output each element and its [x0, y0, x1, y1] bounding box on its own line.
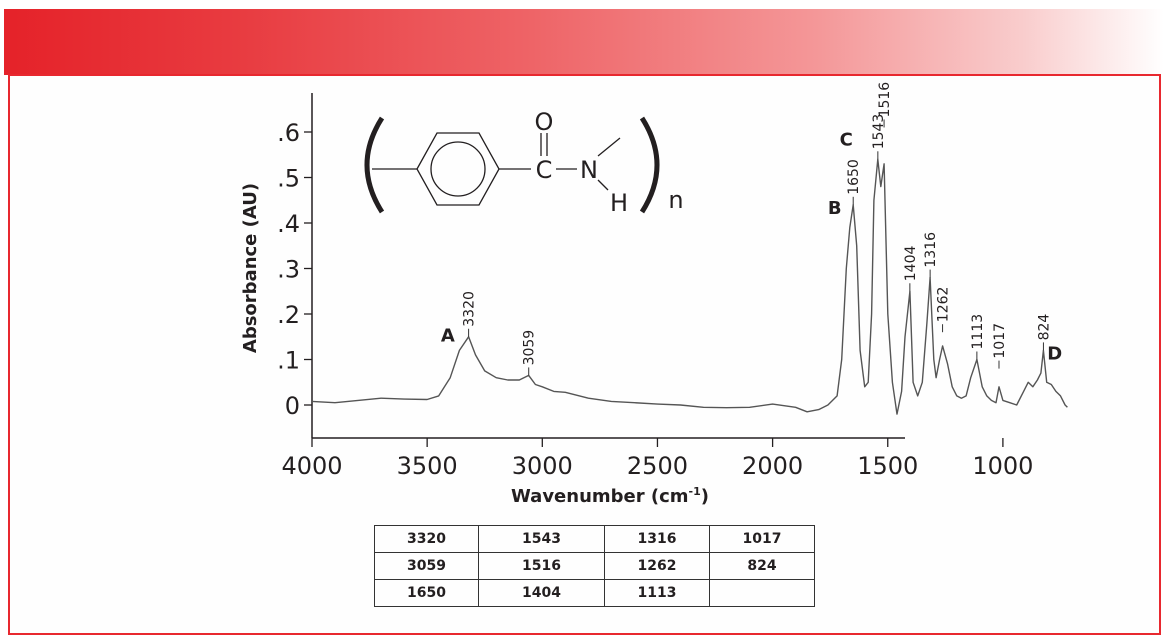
atom-nitrogen: N — [580, 156, 598, 184]
peak-label: 3320 — [462, 291, 478, 327]
y-axis-label: Absorbance (AU) — [240, 183, 261, 353]
axes — [311, 93, 905, 439]
header-banner — [4, 9, 1164, 75]
peak-label: 1516 — [877, 82, 893, 118]
y-tick-label: .1 — [277, 347, 300, 375]
peak-label: 1650 — [846, 159, 862, 195]
table-cell: 1516 — [478, 552, 605, 580]
x-tick-label: 3000 — [512, 452, 573, 480]
y-ticks: 0 .1 .2 .3 .4 .5 .6 — [277, 119, 312, 420]
y-tick-label: .3 — [277, 256, 300, 284]
subscript-n: n — [668, 186, 683, 214]
y-tick-label: .2 — [277, 301, 300, 329]
peak-table: 3320 1543 1316 1017 3059 1516 1262 824 1650 1404 1… — [374, 525, 815, 607]
table-row: 3320 1543 1316 1017 — [374, 525, 815, 553]
peak-label: 824 — [1036, 314, 1052, 341]
benzene-ring — [416, 132, 500, 206]
atom-oxygen: O — [535, 108, 554, 136]
x-tick-label: 1000 — [972, 452, 1033, 480]
left-bracket — [364, 116, 385, 214]
peak-label: 1543 — [871, 114, 887, 150]
peak-label: 1404 — [903, 246, 919, 282]
y-tick-label: .6 — [277, 119, 300, 147]
table-cell: 1543 — [478, 525, 605, 553]
table-cell: 1262 — [604, 552, 710, 580]
y-tick-label: .4 — [277, 210, 300, 238]
table-cell: 1017 — [709, 525, 815, 553]
table-cell: 1316 — [604, 525, 710, 553]
x-tick-label: 2500 — [627, 452, 688, 480]
table-row: 1650 1404 1113 — [374, 579, 815, 607]
y-tick-label: 0 — [285, 392, 300, 420]
atom-hydrogen: H — [610, 189, 628, 217]
table-cell: 1404 — [478, 579, 605, 607]
peak-label: 1316 — [923, 232, 939, 268]
table-row: 3059 1516 1262 824 — [374, 552, 815, 580]
table-cell: 3059 — [374, 552, 479, 580]
peak-label: 1113 — [970, 314, 986, 350]
table-cell — [709, 579, 815, 607]
aromatic-circle — [430, 141, 486, 197]
spectrum-trace — [311, 158, 1068, 415]
table-cell: 824 — [709, 552, 815, 580]
x-tick-label: 3500 — [397, 452, 458, 480]
atom-carbon: C — [536, 156, 553, 184]
bond-n-chain — [597, 137, 621, 157]
region-label-d: D — [1047, 344, 1062, 365]
x-tick-label: 2000 — [742, 452, 803, 480]
x-tick-label: 1500 — [857, 452, 918, 480]
table-cell: 1650 — [374, 579, 479, 607]
table-cell: 1113 — [604, 579, 710, 607]
x-tick-label: 4000 — [281, 452, 342, 480]
x-axis-label: Wavenumber (cm-1) — [511, 485, 709, 507]
table-cell: 3320 — [374, 525, 479, 553]
region-labels: A B C D — [441, 130, 1062, 365]
region-label-a: A — [441, 325, 455, 346]
region-label-c: C — [840, 130, 853, 151]
chemical-structure — [364, 116, 660, 214]
peak-label: 3059 — [522, 330, 538, 366]
y-tick-label: .5 — [277, 165, 300, 193]
region-label-b: B — [828, 198, 842, 219]
right-bracket — [639, 116, 660, 214]
bond-n-h — [597, 179, 609, 191]
peak-label: 1017 — [992, 323, 1008, 359]
x-ticks: 4000 3500 3000 2500 2000 1500 1000 — [281, 438, 1033, 480]
peak-label: 1262 — [936, 287, 952, 323]
